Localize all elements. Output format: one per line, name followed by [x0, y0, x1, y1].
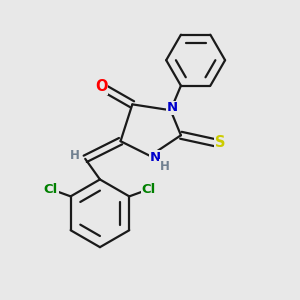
Text: H: H — [160, 160, 170, 173]
Text: S: S — [215, 134, 225, 149]
Text: Cl: Cl — [44, 183, 58, 196]
Text: H: H — [70, 149, 80, 162]
Text: Cl: Cl — [142, 183, 156, 196]
Text: N: N — [150, 151, 161, 164]
Text: O: O — [95, 79, 108, 94]
Text: N: N — [167, 101, 178, 114]
